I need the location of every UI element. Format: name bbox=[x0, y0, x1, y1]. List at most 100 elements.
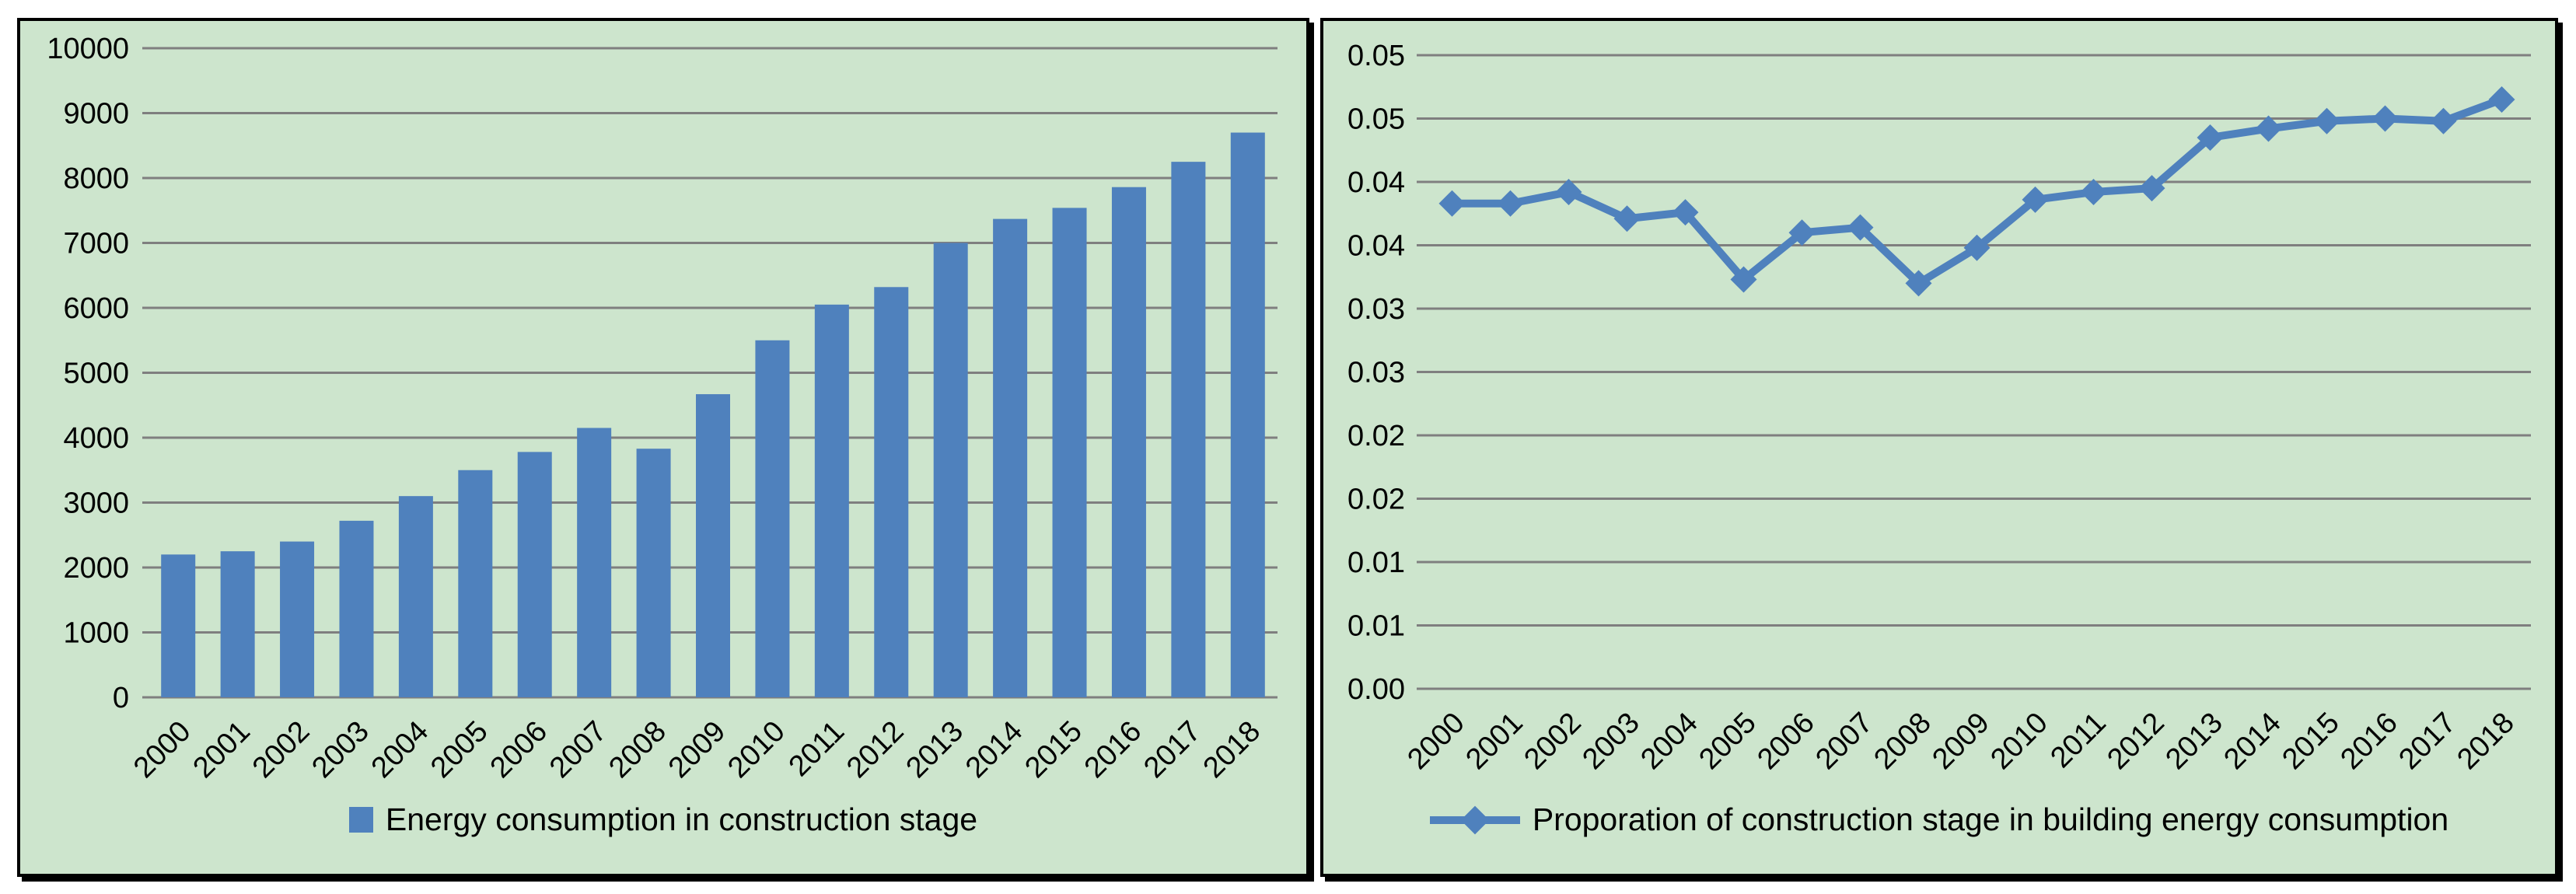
x-tick-label-2006: 2006 bbox=[1751, 707, 1820, 776]
point-diamond-2018 bbox=[2488, 86, 2515, 113]
x-tick-label-2010: 2010 bbox=[1984, 707, 2053, 776]
x-tick-label-2007: 2007 bbox=[544, 715, 613, 784]
bar-chart-legend: Energy consumption in construction stage bbox=[20, 801, 1306, 838]
line-series bbox=[1438, 86, 2515, 297]
bar-2000 bbox=[161, 554, 196, 697]
y-tick-label: 3000 bbox=[63, 487, 129, 520]
y-tick-label: 7000 bbox=[63, 228, 129, 260]
line-chart-legend: Proporation of construction stage in bui… bbox=[1323, 801, 2555, 838]
point-diamond-2006 bbox=[1788, 219, 1816, 246]
x-tick-label-2014: 2014 bbox=[2218, 707, 2287, 776]
bar-chart-canvas: 0 1000 2000 3000 4000 5000 6000 7000 8000 9000 100… bbox=[47, 33, 1278, 784]
gridlines bbox=[1417, 54, 2531, 690]
point-diamond-2003 bbox=[1613, 205, 1641, 232]
point-diamond-2001 bbox=[1497, 190, 1524, 217]
point-diamond-2007 bbox=[1847, 214, 1874, 241]
bar-2016 bbox=[1111, 187, 1146, 697]
y-tick-label: 9000 bbox=[63, 98, 129, 131]
point-diamond-2002 bbox=[1555, 179, 1582, 206]
y-tick-label: 0.04 bbox=[1347, 230, 1405, 263]
x-tick-label-2012: 2012 bbox=[841, 715, 910, 784]
point-diamond-2013 bbox=[2197, 124, 2224, 151]
line-chart-canvas: 0.00 0.01 0.01 0.02 0.02 0.03 0.03 0.04 0.04 0.05… bbox=[1347, 40, 2531, 776]
x-tick-label-2008: 2008 bbox=[603, 715, 672, 784]
y-tick-label: 0 bbox=[113, 682, 129, 714]
bar-2010 bbox=[755, 340, 790, 697]
point-diamond-2015 bbox=[2313, 107, 2340, 134]
y-axis-labels: 0.00 0.01 0.01 0.02 0.02 0.03 0.03 0.04 0.04 0.05… bbox=[1347, 40, 1405, 706]
y-tick-label: 6000 bbox=[63, 292, 129, 325]
x-tick-label-2009: 2009 bbox=[1926, 707, 1995, 776]
bar-2002 bbox=[280, 541, 315, 697]
point-diamond-2010 bbox=[2022, 186, 2049, 213]
legend-line-label: Proporation of construction stage in bui… bbox=[1532, 801, 2449, 837]
y-tick-label: 1000 bbox=[63, 617, 129, 650]
bar-2006 bbox=[517, 452, 552, 697]
bar-2001 bbox=[220, 551, 255, 697]
x-tick-label-2002: 2002 bbox=[1518, 707, 1587, 776]
legend-diamond-icon bbox=[1460, 805, 1490, 834]
x-axis-labels: 2000200120022003200420052006200720082009… bbox=[1401, 707, 2520, 776]
point-diamond-2014 bbox=[2255, 115, 2282, 142]
x-tick-label-2007: 2007 bbox=[1809, 707, 1879, 776]
x-tick-label-2016: 2016 bbox=[2334, 707, 2403, 776]
x-tick-label-2018: 2018 bbox=[1197, 715, 1267, 784]
x-tick-label-2012: 2012 bbox=[2101, 707, 2170, 776]
bar-2013 bbox=[933, 243, 968, 697]
x-tick-label-2009: 2009 bbox=[662, 715, 732, 784]
x-tick-label-2017: 2017 bbox=[2392, 707, 2462, 776]
bar-2005 bbox=[458, 470, 493, 697]
x-tick-label-2016: 2016 bbox=[1078, 715, 1148, 784]
x-tick-label-2004: 2004 bbox=[1634, 707, 1704, 776]
legend-line-diamond-marker bbox=[1429, 805, 1520, 836]
x-tick-label-2015: 2015 bbox=[1019, 715, 1088, 784]
bar-2004 bbox=[398, 496, 433, 697]
y-tick-label: 4000 bbox=[63, 422, 129, 455]
x-tick-label-2001: 2001 bbox=[1459, 707, 1529, 776]
x-tick-label-2013: 2013 bbox=[900, 715, 970, 784]
bar-2014 bbox=[993, 218, 1028, 697]
y-axis-labels: 0 1000 2000 3000 4000 5000 6000 7000 8000 9000 100… bbox=[47, 33, 129, 714]
point-diamond-2016 bbox=[2372, 105, 2399, 132]
x-tick-label-2013: 2013 bbox=[2159, 707, 2228, 776]
x-tick-label-2011: 2011 bbox=[783, 715, 851, 783]
x-tick-label-2017: 2017 bbox=[1138, 715, 1207, 784]
y-tick-label: 0.04 bbox=[1347, 166, 1405, 199]
x-tick-label-2014: 2014 bbox=[959, 715, 1029, 784]
bar-2012 bbox=[874, 287, 909, 697]
legend-bar-marker bbox=[348, 807, 373, 833]
legend-bar-label: Energy consumption in construction stage bbox=[385, 801, 978, 837]
y-tick-label: 10000 bbox=[47, 33, 129, 65]
bar-2017 bbox=[1171, 162, 1206, 697]
y-tick-label: 0.05 bbox=[1347, 103, 1405, 136]
point-diamond-2011 bbox=[2080, 179, 2107, 206]
bar-2011 bbox=[814, 304, 849, 697]
x-axis-labels: 2000200120022003200420052006200720082009… bbox=[128, 715, 1267, 784]
point-diamond-2012 bbox=[2138, 175, 2165, 202]
x-tick-label-2005: 2005 bbox=[1693, 707, 1762, 776]
y-tick-label: 0.01 bbox=[1347, 610, 1405, 643]
x-tick-label-2003: 2003 bbox=[306, 715, 375, 784]
y-tick-label: 0.02 bbox=[1347, 420, 1405, 452]
x-tick-label-2010: 2010 bbox=[722, 715, 791, 784]
bar-2008 bbox=[636, 449, 671, 697]
x-tick-label-2015: 2015 bbox=[2276, 707, 2345, 776]
x-tick-label-2005: 2005 bbox=[425, 715, 494, 784]
point-diamond-2000 bbox=[1438, 190, 1466, 217]
x-tick-label-2002: 2002 bbox=[246, 715, 316, 784]
x-tick-label-2001: 2001 bbox=[187, 715, 257, 784]
y-tick-label: 0.01 bbox=[1347, 547, 1405, 579]
x-tick-label-2011: 2011 bbox=[2044, 707, 2112, 774]
x-tick-label-2018: 2018 bbox=[2451, 707, 2520, 776]
y-tick-label: 8000 bbox=[63, 162, 129, 195]
y-tick-label: 2000 bbox=[63, 552, 129, 585]
y-tick-label: 5000 bbox=[63, 358, 129, 390]
x-tick-label-2003: 2003 bbox=[1576, 707, 1645, 776]
x-tick-label-2004: 2004 bbox=[365, 715, 435, 784]
point-diamond-2017 bbox=[2430, 107, 2457, 134]
bar-2015 bbox=[1052, 208, 1087, 697]
y-tick-label: 0.03 bbox=[1347, 293, 1405, 326]
line-chart-panel: 0.00 0.01 0.01 0.02 0.02 0.03 0.03 0.04 0.04 0.05… bbox=[1320, 18, 2558, 877]
y-tick-label: 0.02 bbox=[1347, 484, 1405, 516]
